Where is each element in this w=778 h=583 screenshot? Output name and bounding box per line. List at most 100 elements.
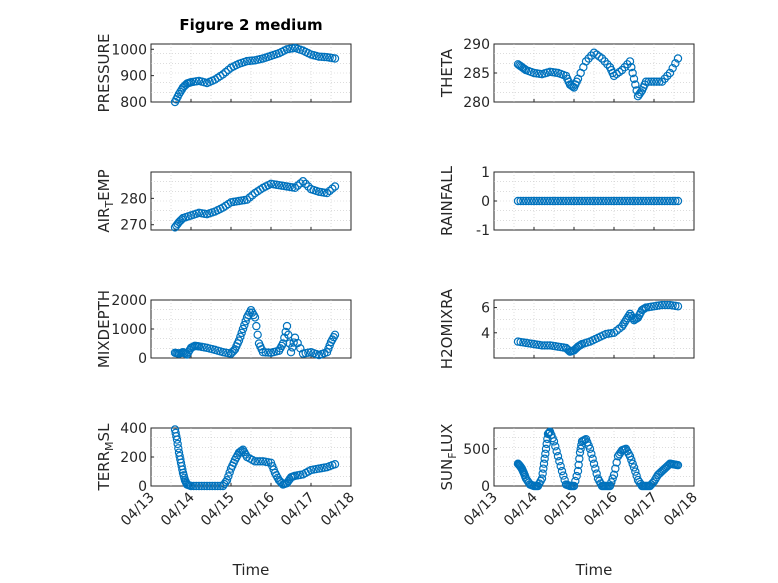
panel-theta: 280 285 290 THETA: [438, 37, 695, 111]
data-point: [591, 464, 600, 473]
data-point: [258, 348, 268, 357]
data-point: [588, 196, 597, 206]
data-point: [248, 191, 257, 200]
data-point: [524, 196, 533, 206]
data-point: [668, 196, 677, 206]
data-point: [671, 196, 680, 206]
data-point: [222, 476, 232, 485]
data-point: [587, 51, 596, 60]
data-point: [575, 196, 584, 206]
x-axis-label-right: Time: [575, 561, 613, 579]
data-point: [537, 341, 547, 350]
data-point: [174, 89, 184, 99]
data-point: [250, 313, 260, 322]
data-point: [197, 481, 206, 491]
y-tick-label: -1: [476, 223, 490, 239]
data-point: [560, 475, 569, 485]
data-point: [660, 196, 669, 206]
data-point: [545, 196, 555, 206]
data-point: [317, 52, 326, 62]
data-point: [600, 57, 609, 66]
data-point: [627, 455, 636, 465]
data-point: [609, 328, 619, 337]
data-point: [657, 300, 667, 310]
data-point: [284, 330, 293, 339]
data-point: [556, 196, 565, 206]
data-point: [189, 481, 198, 491]
data-point: [585, 196, 595, 206]
data-point: [615, 196, 624, 206]
data-point: [540, 196, 549, 206]
y-tick-label: 500: [463, 442, 490, 458]
data-point: [663, 196, 672, 206]
data-point: [555, 457, 564, 466]
y-tick-label: 0: [138, 351, 147, 367]
data-point: [652, 196, 661, 206]
data-point: [604, 196, 613, 206]
y-tick-label: 400: [120, 421, 147, 437]
data-point: [607, 196, 616, 206]
data-point: [644, 77, 653, 86]
y-axis-label: THETA: [438, 48, 456, 98]
data-point: [261, 348, 270, 357]
data-point: [314, 52, 324, 61]
data-point: [293, 181, 302, 190]
data-point: [541, 444, 551, 454]
data-point: [174, 444, 183, 453]
data-point: [519, 196, 528, 206]
data-point: [629, 74, 639, 84]
data-point: [596, 196, 605, 206]
data-point: [216, 481, 225, 491]
data-point: [633, 196, 643, 206]
data-point: [245, 193, 254, 202]
y-tick-label: 1: [481, 165, 490, 181]
data-point: [543, 429, 553, 439]
data-point: [549, 437, 559, 446]
figure-title: Figure 2 medium: [179, 16, 322, 34]
data-point: [619, 320, 628, 329]
data-point: [177, 215, 186, 224]
data-point: [228, 348, 237, 357]
data-point: [663, 300, 672, 310]
y-tick-label: 270: [120, 218, 147, 234]
data-point: [552, 447, 561, 456]
data-point: [657, 77, 667, 86]
data-point: [631, 467, 640, 476]
data-point: [572, 196, 581, 206]
data-point: [627, 62, 636, 72]
y-tick-label: 0: [481, 479, 490, 495]
data-point: [540, 341, 549, 350]
y-tick-label: 1000: [111, 42, 147, 58]
data-point: [264, 348, 273, 357]
data-point: [660, 74, 669, 84]
y-tick-label: 0: [481, 194, 490, 210]
data-point: [625, 196, 635, 206]
data-point: [663, 71, 672, 81]
data-point: [224, 472, 233, 481]
data-point: [628, 68, 637, 78]
data-point: [603, 60, 612, 69]
data-point: [328, 184, 337, 193]
data-point: [636, 196, 645, 206]
data-point: [625, 452, 635, 461]
data-point: [548, 196, 557, 206]
data-point: [535, 196, 544, 206]
data-point: [577, 196, 587, 206]
data-point: [612, 196, 621, 206]
data-point: [253, 330, 262, 339]
data-point: [301, 179, 310, 189]
data-point: [256, 457, 265, 466]
data-point: [194, 481, 204, 491]
data-point: [657, 196, 667, 206]
data-point: [589, 459, 599, 468]
data-point: [288, 343, 297, 352]
data-point: [584, 54, 593, 63]
x-axis-label-left: Time: [232, 561, 270, 579]
data-point: [557, 466, 567, 476]
data-point: [298, 177, 308, 186]
y-tick-label: 900: [120, 69, 147, 85]
y-axis-label: H2OMIXRA: [438, 288, 456, 369]
data-point: [192, 481, 201, 491]
data-point: [671, 59, 680, 68]
